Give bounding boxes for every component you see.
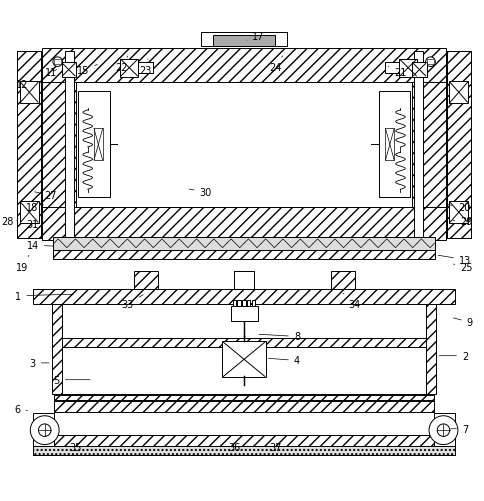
Text: 3: 3 — [30, 358, 49, 368]
Bar — [76, 83, 411, 207]
Bar — [385, 129, 393, 161]
Text: 18: 18 — [26, 202, 43, 212]
Bar — [411, 63, 426, 78]
Text: 23: 23 — [139, 60, 151, 76]
Bar — [32, 290, 454, 304]
Bar — [251, 301, 255, 306]
Text: 31: 31 — [27, 219, 43, 229]
Text: 6: 6 — [14, 404, 28, 414]
Bar — [433, 413, 454, 446]
Text: 8: 8 — [258, 332, 300, 342]
Circle shape — [425, 58, 435, 67]
Bar — [53, 237, 435, 250]
Bar — [54, 401, 433, 412]
Circle shape — [30, 416, 59, 445]
Text: 12: 12 — [16, 78, 34, 90]
Bar — [120, 60, 138, 78]
Text: 25: 25 — [453, 263, 472, 272]
Bar — [426, 60, 433, 65]
Bar — [232, 301, 235, 306]
Bar — [65, 52, 74, 238]
Bar — [330, 272, 354, 290]
Text: 34: 34 — [342, 294, 360, 309]
Bar — [94, 129, 103, 161]
Text: 33: 33 — [121, 295, 143, 309]
Text: 29: 29 — [452, 217, 472, 227]
Bar — [54, 395, 433, 400]
Bar — [200, 33, 287, 47]
Circle shape — [436, 424, 449, 436]
Text: 9: 9 — [453, 318, 472, 328]
Text: 4: 4 — [268, 356, 300, 366]
Circle shape — [38, 424, 51, 436]
Bar — [62, 338, 425, 347]
Bar — [425, 303, 436, 394]
Bar — [78, 92, 109, 198]
Bar — [242, 301, 245, 306]
Bar — [62, 303, 425, 394]
Bar — [446, 52, 470, 238]
Text: 14: 14 — [27, 240, 53, 250]
Bar — [378, 92, 409, 198]
Bar — [212, 36, 275, 47]
Text: 11: 11 — [45, 68, 57, 78]
Text: 30: 30 — [189, 188, 212, 198]
Text: 24: 24 — [269, 57, 282, 73]
Text: 36: 36 — [228, 442, 240, 452]
Bar — [246, 301, 250, 306]
Bar — [61, 63, 76, 78]
Bar — [17, 52, 41, 238]
Bar — [133, 272, 157, 290]
Bar — [234, 272, 253, 290]
Bar — [54, 60, 61, 65]
Circle shape — [53, 58, 62, 67]
Text: 17: 17 — [246, 32, 264, 42]
Bar — [42, 49, 445, 83]
Text: 27: 27 — [34, 190, 57, 200]
Bar — [32, 446, 454, 455]
Bar — [448, 82, 468, 104]
Bar — [222, 342, 265, 378]
Text: 1: 1 — [15, 291, 73, 301]
Bar — [138, 63, 152, 74]
Text: 13: 13 — [437, 255, 470, 265]
Text: 28: 28 — [1, 217, 17, 227]
Bar — [384, 63, 398, 74]
Bar — [237, 301, 240, 306]
Bar — [398, 60, 416, 78]
Bar — [17, 52, 41, 238]
Text: 5: 5 — [54, 375, 90, 385]
Bar — [53, 250, 435, 259]
Bar — [448, 202, 468, 223]
Bar — [411, 83, 445, 207]
Text: 37: 37 — [269, 442, 281, 452]
Text: 2: 2 — [438, 351, 467, 361]
Text: 22: 22 — [115, 57, 128, 73]
Bar — [20, 202, 39, 223]
Bar — [446, 52, 470, 238]
Circle shape — [428, 416, 457, 445]
Bar — [20, 82, 39, 104]
Text: 19: 19 — [16, 256, 29, 272]
Bar — [413, 52, 422, 238]
Bar — [42, 83, 76, 207]
Text: 21: 21 — [387, 67, 406, 78]
Bar — [42, 207, 445, 241]
Bar — [32, 435, 454, 446]
Bar — [52, 303, 62, 394]
Text: 15: 15 — [77, 66, 97, 76]
Text: 35: 35 — [70, 442, 82, 452]
Bar — [230, 306, 257, 322]
Bar — [32, 413, 54, 446]
Text: 7: 7 — [450, 424, 467, 434]
Text: 20: 20 — [447, 202, 469, 212]
